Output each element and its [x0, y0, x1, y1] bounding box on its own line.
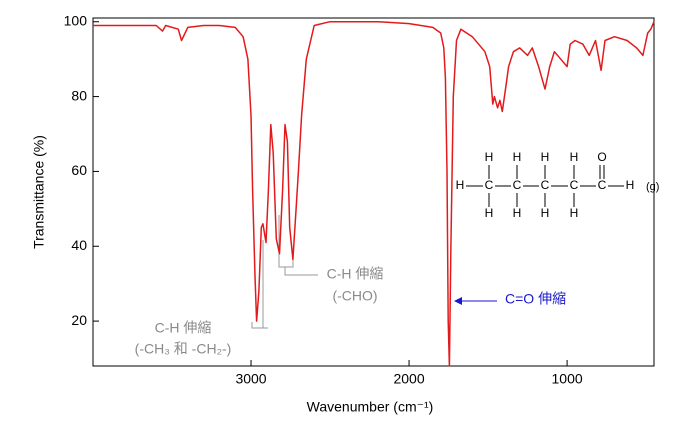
y-tick-label: 60 [71, 162, 87, 178]
atom-label: H [626, 178, 635, 192]
annotation: C=O 伸縮 [505, 291, 566, 307]
atom-label: H [513, 150, 522, 164]
atom-label: (g) [646, 181, 659, 193]
annotation: (-CH₃ 和 -CH₂-) [135, 341, 232, 357]
annotation: C-H 伸縮 [155, 320, 212, 336]
atom-label: H [541, 150, 550, 164]
atom-label: C [485, 178, 494, 192]
atom-label: H [570, 150, 579, 164]
spectrum-line [93, 20, 655, 367]
annotation: C-H 伸縮 [327, 266, 384, 282]
atom-label: C [513, 178, 522, 192]
y-axis-label: Transmittance (%) [31, 135, 47, 249]
annotation: (-CHO) [332, 288, 377, 304]
atom-label: H [570, 206, 579, 220]
x-tick-label: 3000 [235, 371, 266, 387]
y-tick-label: 20 [71, 312, 87, 328]
annotation-bracket [278, 215, 294, 268]
atom-label: H [456, 178, 465, 192]
atom-label: C [598, 178, 607, 192]
x-axis-label: Wavenumber (cm⁻¹) [307, 399, 434, 415]
y-tick-label: 80 [71, 87, 87, 103]
annotation-bracket [284, 267, 318, 276]
x-tick-label: 1000 [552, 371, 583, 387]
annotation-bracket [251, 240, 264, 329]
atom-label: C [541, 178, 550, 192]
atom-label: O [597, 150, 606, 164]
atom-label: H [513, 206, 522, 220]
atom-label: C [570, 178, 579, 192]
x-tick-label: 2000 [393, 371, 424, 387]
atom-label: H [541, 206, 550, 220]
arrow-head [454, 297, 462, 305]
y-tick-label: 100 [64, 12, 88, 28]
atom-label: H [485, 150, 494, 164]
atom-label: H [485, 206, 494, 220]
plot-frame [92, 17, 655, 367]
y-tick-label: 40 [71, 237, 87, 253]
